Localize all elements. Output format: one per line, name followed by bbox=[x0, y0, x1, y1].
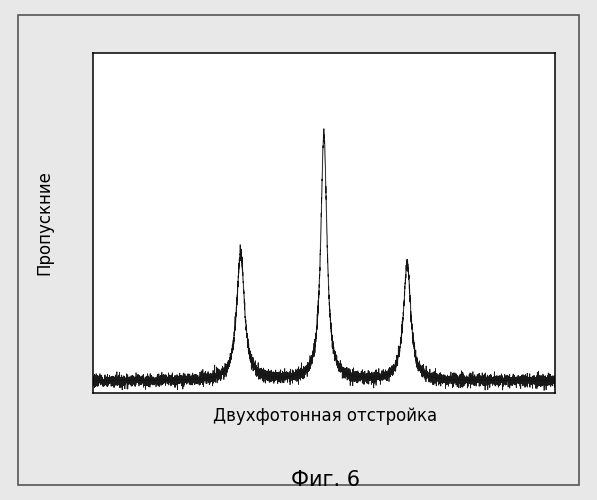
Text: Пропускние: Пропускние bbox=[36, 170, 54, 275]
Text: Двухфотонная отстройка: Двухфотонная отстройка bbox=[213, 407, 438, 425]
Text: Фиг. 6: Фиг. 6 bbox=[291, 470, 360, 490]
